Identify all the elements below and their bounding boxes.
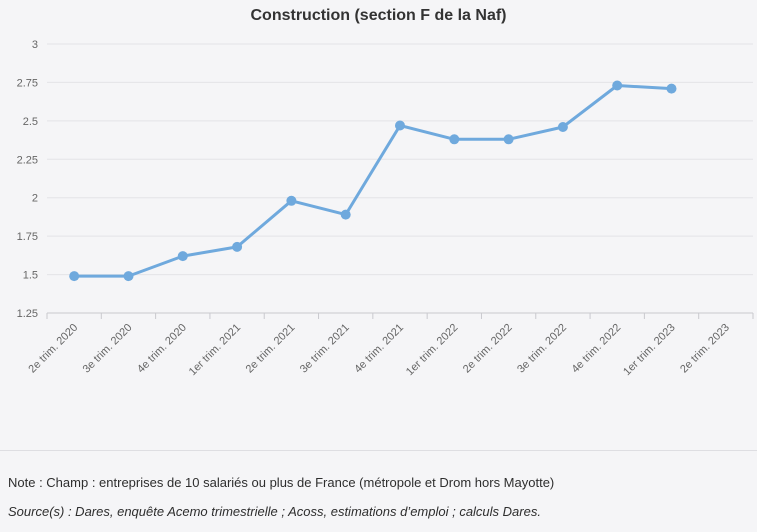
y-axis-label: 2.25 <box>17 154 38 166</box>
y-axis-label: 3 <box>32 39 38 51</box>
x-axis-label: 2e trim. 2022 <box>461 322 515 376</box>
data-point-marker[interactable] <box>69 271 80 282</box>
data-point-marker[interactable] <box>395 120 405 131</box>
y-axis-label: 2 <box>32 193 38 205</box>
x-axis-label: 2e trim. 2020 <box>26 322 80 376</box>
data-point-marker[interactable] <box>612 80 623 91</box>
x-axis-label: 1er trim. 2021 <box>187 322 243 378</box>
x-axis-label: 4e trim. 2021 <box>352 322 406 376</box>
data-point-marker[interactable] <box>177 251 188 262</box>
data-point-marker[interactable] <box>666 83 677 94</box>
y-axis-label: 1.75 <box>17 231 38 243</box>
x-axis-label: 1er trim. 2022 <box>404 322 460 378</box>
note-text: Note : Champ : entreprises de 10 salarié… <box>8 475 555 490</box>
chart: Construction (section F de la Naf) 3 2.75… <box>17 7 754 378</box>
footer-notes: Note : Champ : entreprises de 10 salarié… <box>0 450 757 519</box>
chart-title: Construction (section F de la Naf) <box>250 7 507 24</box>
x-axis-label: 3e trim. 2022 <box>515 322 569 376</box>
x-axis-label: 4e trim. 2022 <box>569 322 623 376</box>
y-axis-label: 2.5 <box>23 116 38 128</box>
y-axis-label: 1.25 <box>17 308 38 320</box>
source-text: Source(s) : Dares, enquête Acemo trimest… <box>8 504 541 519</box>
x-axis-label: 3e trim. 2021 <box>298 322 352 376</box>
y-axis-label: 1.5 <box>23 270 38 282</box>
data-point-marker[interactable] <box>557 122 568 132</box>
x-axis-label: 4e trim. 2020 <box>135 322 189 376</box>
data-point-marker[interactable] <box>340 209 351 220</box>
x-axis-label: 1er trim. 2023 <box>621 322 677 378</box>
data-point-marker[interactable] <box>232 241 243 252</box>
data-point-marker[interactable] <box>449 134 460 145</box>
data-point-marker[interactable] <box>286 195 297 206</box>
data-point-marker[interactable] <box>123 271 134 282</box>
x-axis-label: 3e trim. 2020 <box>81 322 135 376</box>
x-axis-label: 2e trim. 2023 <box>678 322 732 376</box>
data-point-marker[interactable] <box>503 134 514 145</box>
series-line <box>72 84 673 278</box>
x-axis-label: 2e trim. 2021 <box>244 322 298 376</box>
y-axis-label: 2.75 <box>17 77 38 89</box>
